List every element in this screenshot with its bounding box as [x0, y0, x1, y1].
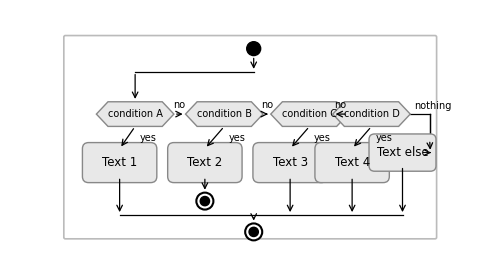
- Text: Text 1: Text 1: [102, 156, 137, 169]
- Circle shape: [196, 193, 214, 210]
- Text: yes: yes: [314, 133, 331, 143]
- Circle shape: [249, 227, 258, 237]
- Text: no: no: [261, 100, 273, 110]
- Text: Text else: Text else: [376, 146, 429, 159]
- Polygon shape: [185, 102, 263, 126]
- FancyBboxPatch shape: [253, 143, 327, 183]
- Circle shape: [246, 42, 261, 56]
- Circle shape: [245, 224, 262, 240]
- Text: yes: yes: [140, 133, 156, 143]
- Text: condition C: condition C: [282, 109, 337, 119]
- Text: condition A: condition A: [108, 109, 162, 119]
- Text: Text 2: Text 2: [187, 156, 222, 169]
- FancyBboxPatch shape: [369, 134, 436, 171]
- Text: yes: yes: [229, 133, 246, 143]
- Polygon shape: [333, 102, 410, 126]
- FancyBboxPatch shape: [64, 35, 436, 239]
- Polygon shape: [96, 102, 174, 126]
- FancyBboxPatch shape: [168, 143, 242, 183]
- Text: no: no: [335, 100, 346, 110]
- Text: Text 3: Text 3: [273, 156, 308, 169]
- Text: yes: yes: [376, 133, 393, 143]
- Polygon shape: [271, 102, 348, 126]
- Text: condition B: condition B: [197, 109, 252, 119]
- Text: nothing: nothing: [414, 101, 452, 111]
- FancyBboxPatch shape: [315, 143, 389, 183]
- Circle shape: [200, 196, 210, 206]
- FancyBboxPatch shape: [83, 143, 157, 183]
- Text: no: no: [174, 100, 186, 110]
- Text: Text 4: Text 4: [335, 156, 370, 169]
- Text: condition D: condition D: [343, 109, 400, 119]
